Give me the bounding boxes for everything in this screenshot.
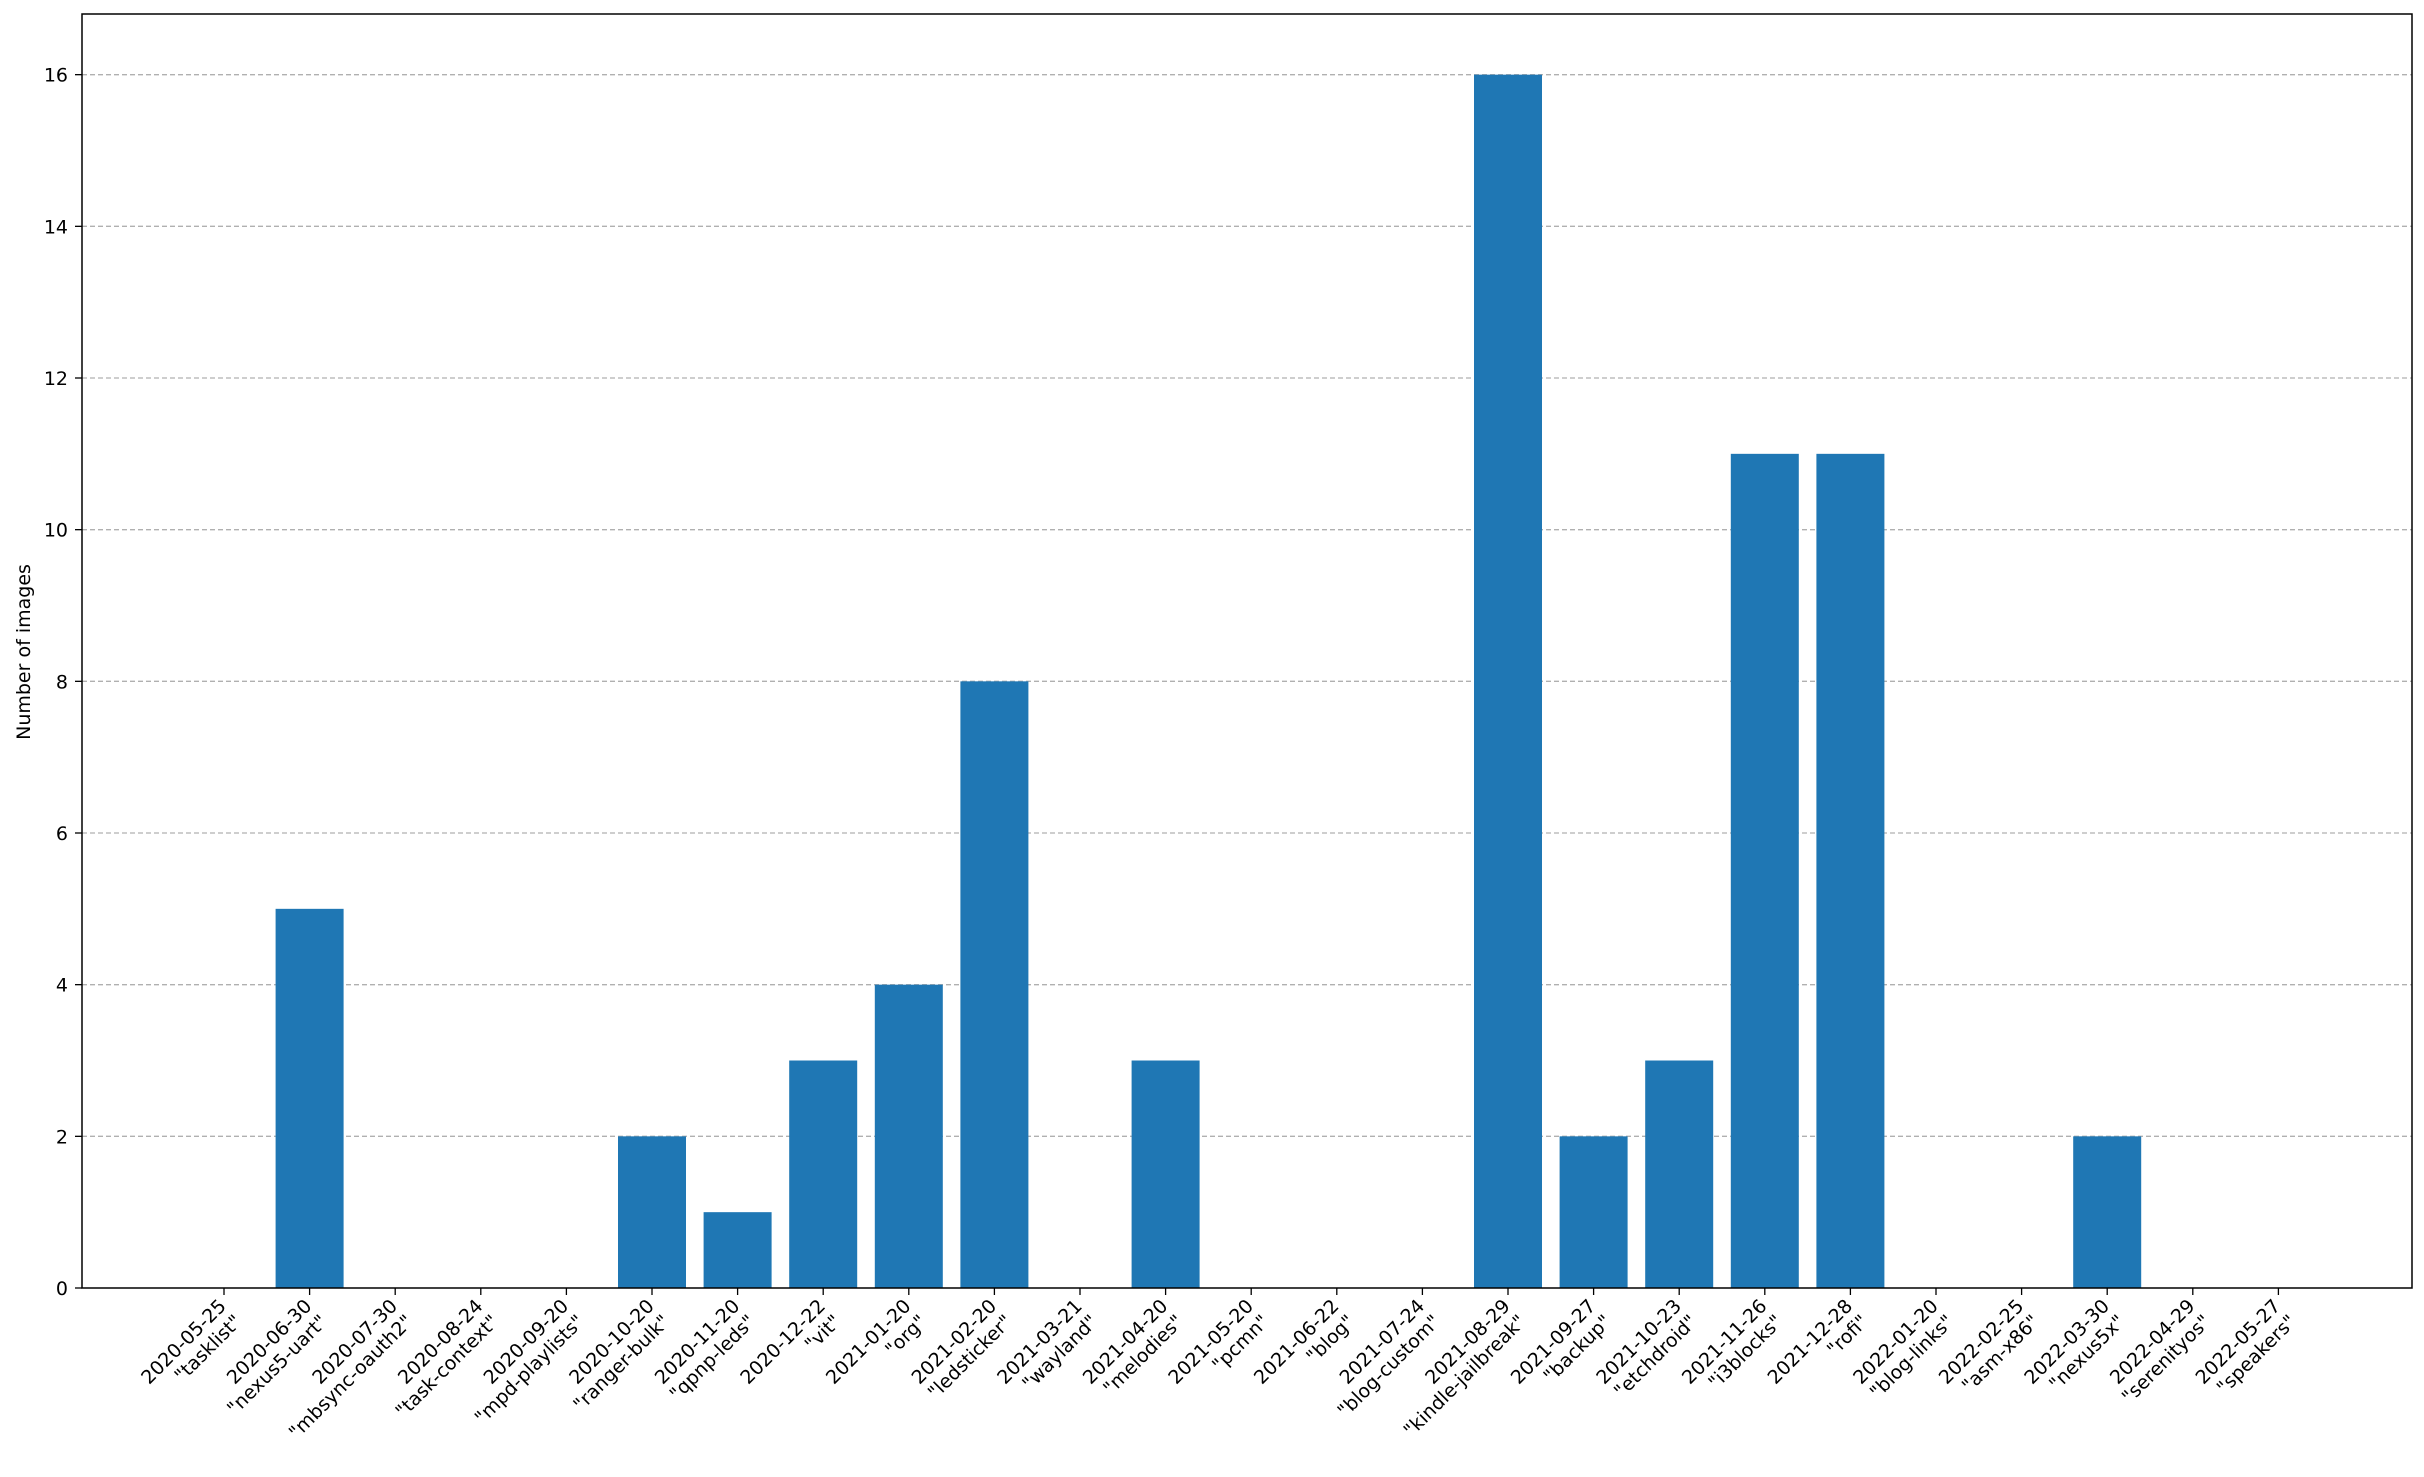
- gridlines: [82, 74, 2412, 1137]
- x-ticks: 2020-05-25"tasklist"2020-06-30"nexus5-ua…: [137, 1288, 2301, 1443]
- x-tick-label: 2021-09-27"backup": [1507, 1295, 1616, 1389]
- bar: [618, 1136, 686, 1288]
- x-tick-label: 2021-05-20"pcmn": [1164, 1295, 1273, 1389]
- x-tick-label: 2022-04-29"serenityos": [2106, 1295, 2215, 1408]
- plot-frame: [81, 13, 2413, 1289]
- bar: [1816, 453, 1885, 1288]
- bar: [1645, 1060, 1714, 1288]
- x-tick-label: 2020-11-20"qpnp-leds": [651, 1295, 760, 1405]
- bars: [275, 74, 2142, 1289]
- y-tick-label: 12: [44, 368, 68, 390]
- y-tick-label: 16: [44, 65, 68, 87]
- x-tick-label: 2020-12-22"vit": [736, 1295, 845, 1389]
- x-tick-label: 2021-01-20"org": [822, 1295, 931, 1389]
- y-tick-label: 10: [44, 520, 68, 542]
- y-tick-label: 2: [56, 1126, 68, 1148]
- bar: [960, 681, 1029, 1288]
- y-tick-label: 8: [56, 671, 68, 693]
- bar: [1730, 453, 1799, 1288]
- x-tick-label: 2021-10-23"etchdroid": [1592, 1295, 1701, 1402]
- x-tick-label: 2021-11-26"i3blocks": [1678, 1295, 1787, 1393]
- x-tick-label: 2022-03-30"nexus5x": [2020, 1295, 2129, 1395]
- bar: [789, 1060, 858, 1288]
- x-tick-label: 2021-12-28"rofi": [1763, 1295, 1872, 1389]
- y-tick-label: 0: [56, 1278, 68, 1300]
- y-tick-label: 6: [56, 823, 68, 845]
- bar: [2073, 1136, 2142, 1288]
- x-tick-label: 2022-02-25"asm-x86": [1935, 1295, 2044, 1397]
- bar: [275, 908, 344, 1288]
- x-tick-label: 2021-04-20"melodies": [1079, 1295, 1188, 1399]
- x-tick-label: 2021-06-22"blog": [1250, 1295, 1359, 1389]
- y-tick-label: 4: [56, 975, 68, 997]
- bar: [1131, 1060, 1200, 1288]
- x-tick-label: 2022-01-20"blog-links": [1849, 1295, 1958, 1403]
- y-ticks: 0 2 4 6 8 10 12 14 16: [44, 65, 82, 1300]
- bar: [1474, 74, 1542, 1289]
- x-tick-label: 2021-03-21"wayland": [993, 1295, 1102, 1395]
- x-tick-label: 2021-02-20"ledsticker": [907, 1295, 1016, 1403]
- x-tick-label: 2022-05-27"speakers": [2191, 1295, 2300, 1399]
- bar: [703, 1212, 772, 1288]
- axes: [81, 13, 2413, 1289]
- bar: [874, 984, 943, 1288]
- y-axis-label: Number of images: [13, 564, 35, 740]
- bar: [1559, 1136, 1628, 1288]
- x-tick-label: 2020-05-25"tasklist": [137, 1295, 246, 1389]
- y-tick-label: 14: [44, 216, 68, 238]
